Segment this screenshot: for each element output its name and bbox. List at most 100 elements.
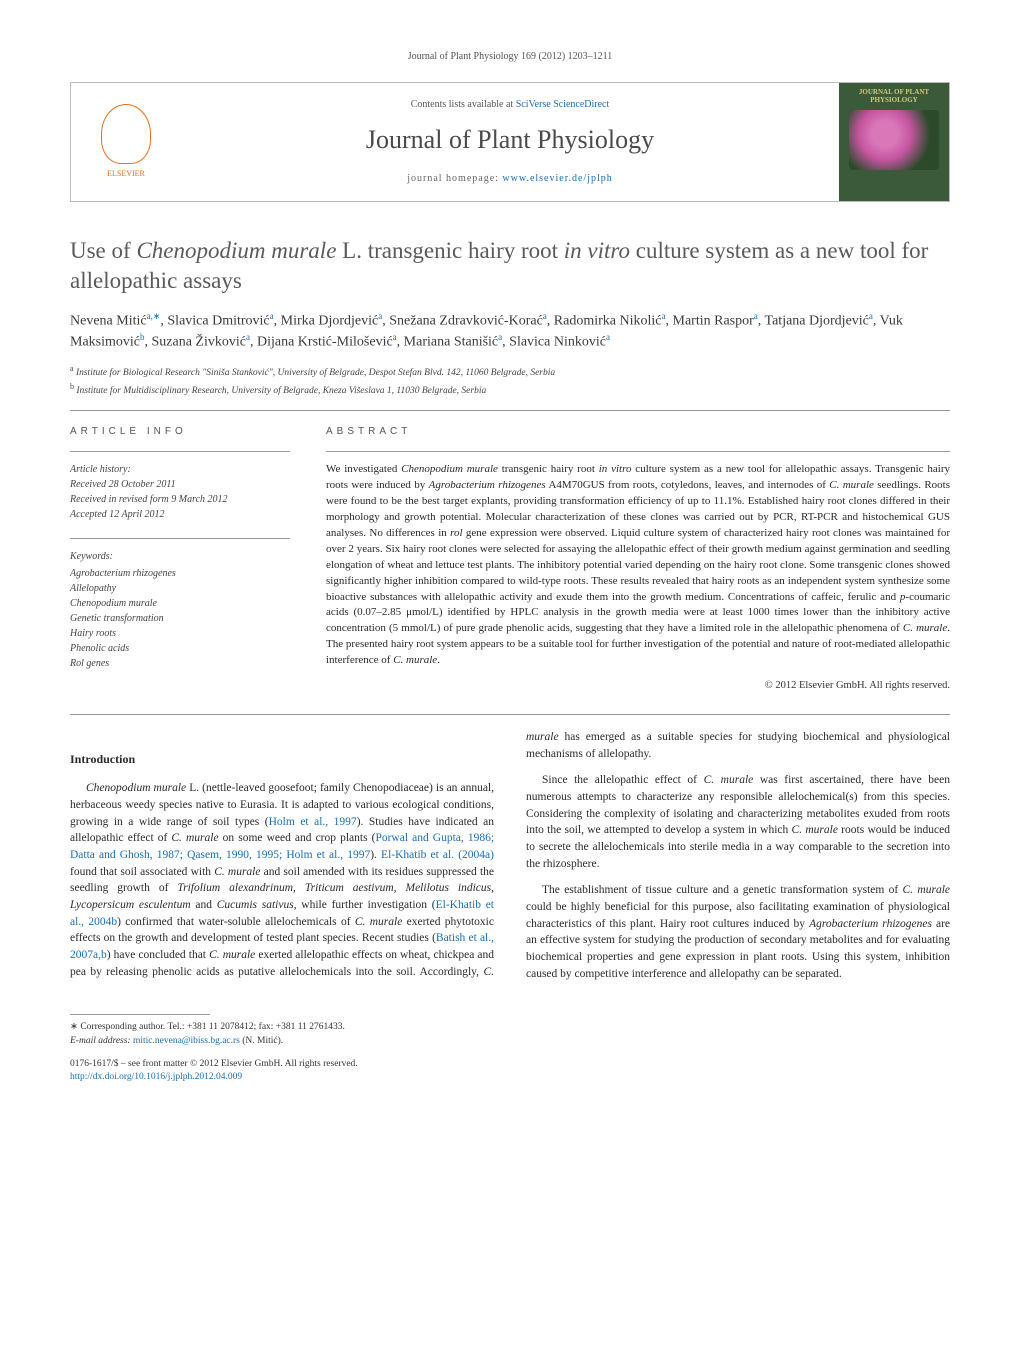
author-affil: a [869,311,873,321]
received-date: Received 28 October 2011 [70,479,176,490]
header-citation: Journal of Plant Physiology 169 (2012) 1… [70,50,950,64]
issn-line: 0176-1617/$ – see front matter © 2012 El… [70,1058,950,1071]
authors-list: Nevena Mitića,∗, Slavica Dmitrovića, Mir… [70,310,950,353]
author: Dijana Krstić-Milošević [257,335,393,350]
journal-cover: JOURNAL OF PLANT PHYSIOLOGY [839,83,949,201]
citation-link[interactable]: Holm et al., 1997 [269,816,357,828]
email-label: E-mail address: [70,1036,133,1046]
publisher-name: ELSEVIER [107,168,145,179]
author: Slavica Dmitrović [167,313,269,328]
homepage-prefix: journal homepage: [407,173,502,184]
revised-date: Received in revised form 9 March 2012 [70,494,228,505]
body-t: ). [370,849,381,861]
abstract-heading: ABSTRACT [326,425,950,439]
journal-name: Journal of Plant Physiology [366,122,654,158]
accepted-date: Accepted 12 April 2012 [70,509,165,520]
abs-sp: C. murale [829,479,874,491]
sciencedirect-link[interactable]: SciVerse ScienceDirect [516,99,610,110]
elsevier-tree-icon [101,104,151,164]
body-t: ) confirmed that water-soluble alleloche… [117,916,355,928]
author-affil: a [393,332,397,342]
abs-t: transgenic hairy root [498,463,599,475]
footnotes: ∗ Corresponding author. Tel.: +381 11 20… [70,1021,950,1048]
keyword: Chenopodium murale [70,598,157,609]
affiliations: a Institute for Biological Research "Sin… [70,363,950,398]
introduction-heading: Introduction [70,751,494,768]
homepage-link[interactable]: www.elsevier.de/jplph [502,173,612,184]
body-sp: C. murale [209,949,255,961]
author: Suzana Živković [152,335,246,350]
author: Mariana Stanišić [404,335,498,350]
abstract-text: We investigated Chenopodium murale trans… [326,462,950,669]
body-t: , while further investigation ( [294,899,436,911]
corresponding-author: ∗ Corresponding author. Tel.: +381 11 20… [70,1021,950,1034]
body-sp: Cucumis sativus [217,899,294,911]
body-t: The establishment of tissue culture and … [542,884,903,896]
author-affil: a [754,311,758,321]
author-affil: a [246,332,250,342]
abs-sp: Agrobacterium rhizogenes [429,479,546,491]
keyword: Hairy roots [70,628,116,639]
divider [70,410,950,411]
author-affil: a [378,311,382,321]
title-invitro: in vitro [564,238,630,263]
cover-image [849,110,939,170]
affiliation-a: Institute for Biological Research "Siniš… [76,368,555,378]
email-link[interactable]: mitic.nevena@ibiss.bg.ac.rs [133,1036,240,1046]
journal-header: ELSEVIER Contents lists available at Sci… [70,82,950,202]
article-info-heading: ARTICLE INFO [70,425,290,439]
title-species: Chenopodium murale [136,238,336,263]
abs-t: A4M70GUS from roots, cotyledons, leaves,… [546,479,830,491]
body-sp: C. murale [355,916,402,928]
author-affil: a [270,311,274,321]
author: Martin Raspor [673,313,754,328]
abs-sp: rol [450,527,462,539]
article-title: Use of Chenopodium murale L. transgenic … [70,236,950,296]
author-affil: a [662,311,666,321]
info-abstract-row: ARTICLE INFO Article history: Received 2… [70,425,950,694]
author-affil: a,∗ [147,311,161,321]
author-affil: b [140,332,145,342]
body-sp: C. murale [903,884,950,896]
abs-t: We investigated [326,463,401,475]
doi-link[interactable]: http://dx.doi.org/10.1016/j.jplph.2012.0… [70,1072,242,1082]
elsevier-logo: ELSEVIER [91,97,161,187]
divider [326,451,950,452]
title-text: Use of [70,238,136,263]
body-t: and [191,899,217,911]
author: Tatjana Djordjević [765,313,869,328]
contents-prefix: Contents lists available at [411,99,516,110]
body-columns: Introduction Chenopodium murale L. (nett… [70,729,950,986]
keyword: Agrobacterium rhizogenes [70,568,176,579]
journal-homepage: journal homepage: www.elsevier.de/jplph [407,172,613,186]
divider [70,451,290,452]
author: Nevena Mitić [70,313,147,328]
body-sp: Chenopodium murale [86,782,186,794]
body-sp: C. murale [214,866,260,878]
intro-paragraph: Since the allelopathic effect of C. mura… [526,772,950,872]
keyword: Rol genes [70,658,109,669]
citation-link[interactable]: El-Khatib et al. (2004a) [381,849,494,861]
body-t: Since the allelopathic effect of [542,774,704,786]
bottom-matter: 0176-1617/$ – see front matter © 2012 El… [70,1058,950,1085]
author-affil: a [498,332,502,342]
body-t: on some weed and crop plants ( [219,832,376,844]
author: Radomirka Nikolić [554,313,662,328]
contents-available: Contents lists available at SciVerse Sci… [411,98,610,112]
body-t: has emerged as a suitable species for st… [526,731,950,760]
body-sp: C. murale [171,832,218,844]
abstract-column: ABSTRACT We investigated Chenopodium mur… [326,425,950,694]
cover-title: JOURNAL OF PLANT PHYSIOLOGY [845,89,943,104]
keywords-label: Keywords: [70,549,290,564]
abs-t: . [437,654,440,666]
abs-sp: Chenopodium murale [401,463,498,475]
history-label: Article history: [70,464,131,475]
abs-sp: C. murale [903,622,947,634]
body-sp: C. murale [792,824,838,836]
keyword: Phenolic acids [70,643,129,654]
body-sp: Agrobacterium rhizogenes [809,918,932,930]
intro-paragraph: The establishment of tissue culture and … [526,882,950,982]
abstract-copyright: © 2012 Elsevier GmbH. All rights reserve… [326,679,950,694]
keyword: Allelopathy [70,583,116,594]
divider [70,538,290,539]
